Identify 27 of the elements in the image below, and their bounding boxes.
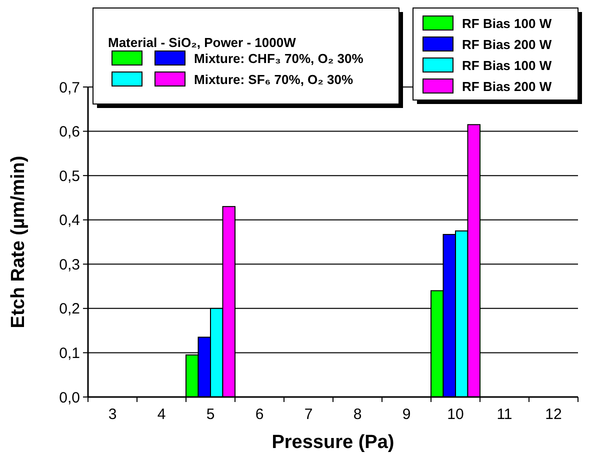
y-tick-label: 0,5	[59, 168, 80, 185]
y-tick-label: 0,6	[59, 124, 80, 141]
x-tick-label: 10	[447, 406, 464, 423]
y-tick-label: 0,2	[59, 300, 80, 318]
y-tick-label: 0,3	[59, 256, 80, 274]
x-tick-label: 9	[402, 406, 411, 423]
x-tick-label: 11	[496, 406, 512, 423]
legend-label: RF Bias 200 W	[462, 37, 552, 52]
y-tick-label: 0,1	[59, 344, 80, 362]
x-tick-label: 4	[157, 406, 166, 423]
y-tick-label: 0,7	[59, 79, 80, 96]
x-tick-label: 8	[353, 406, 362, 423]
annotation: Mixture: SF₆ 70%, O₂ 30%	[194, 72, 354, 87]
legend-label: RF Bias 100 W	[462, 58, 552, 73]
x-tick-label: 6	[255, 406, 264, 423]
legend-label: RF Bias 200 W	[462, 79, 552, 94]
y-tick-label: 0,0	[59, 389, 80, 406]
text: Material - SiO₂, Power - 1000W	[108, 35, 297, 50]
x-tick-label: 7	[304, 406, 313, 423]
x-tick-label: 3	[108, 406, 117, 423]
y-tick-label: 0,4	[59, 212, 80, 230]
text: Mixture: CHF₃ 70%, O₂ 30%	[194, 51, 364, 66]
x-tick-label: 5	[206, 406, 215, 423]
x-tick-label: 12	[545, 406, 562, 423]
x-axis-title: Pressure (Pa)	[272, 432, 394, 453]
y-axis-title: Etch Rate (µm/min)	[8, 156, 29, 328]
legend-label: RF Bias 100 W	[462, 16, 552, 31]
